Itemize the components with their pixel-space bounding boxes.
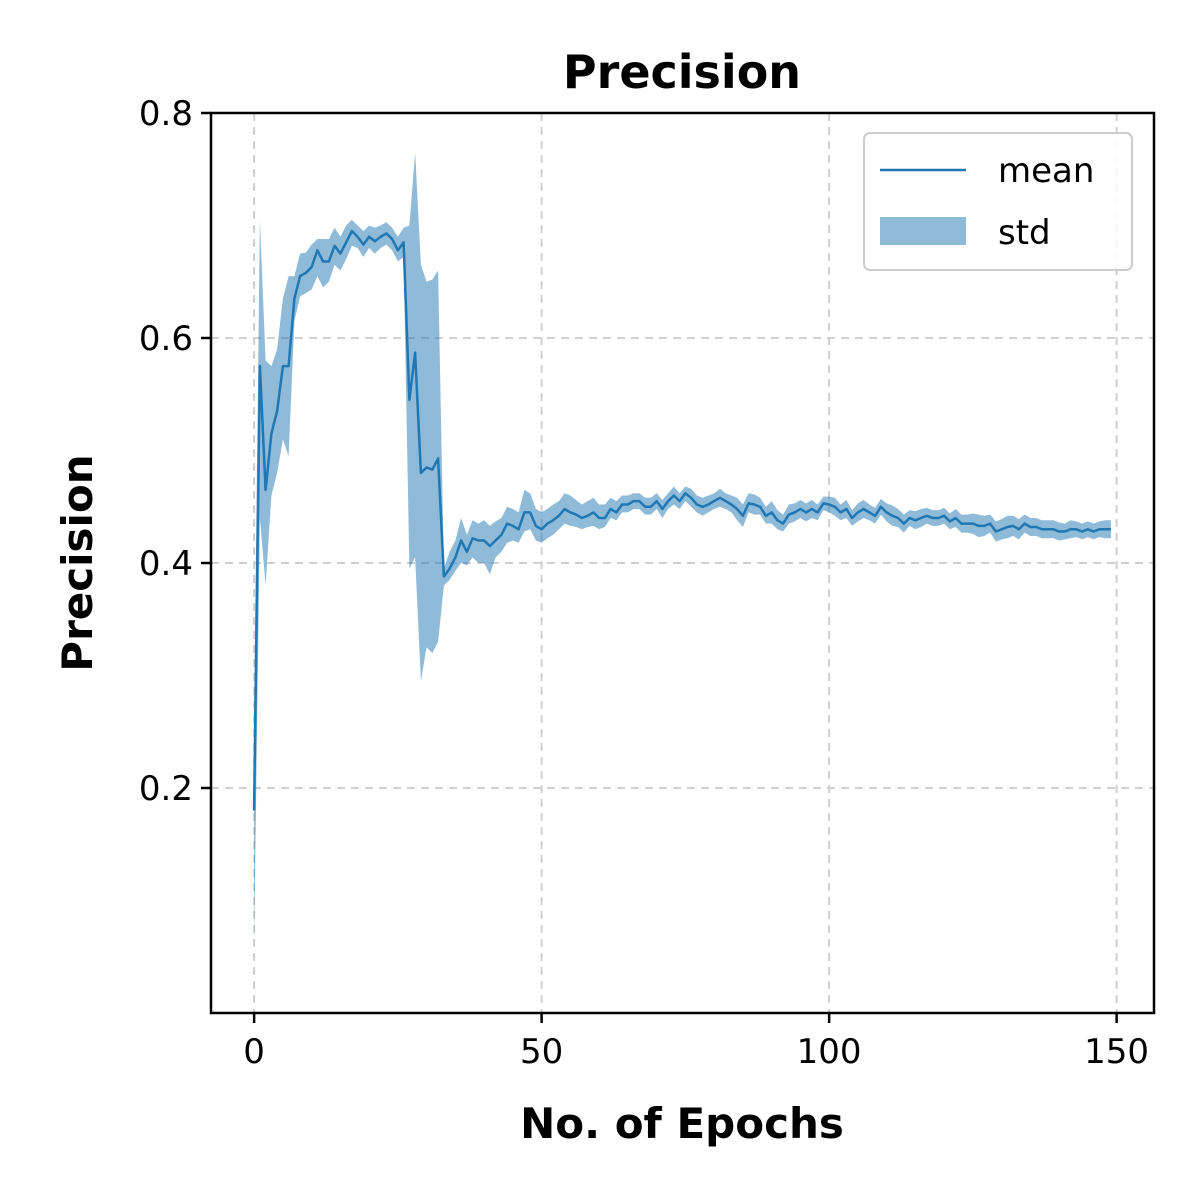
axis-ticks: 0 50 100 150 0.2 0.4 0.6 0.8 [139, 94, 1149, 1072]
chart-title: Precision [563, 45, 801, 99]
legend-std-swatch [880, 217, 966, 245]
x-tick-label: 150 [1084, 1032, 1149, 1072]
x-tick-label: 100 [797, 1032, 862, 1072]
legend-mean-label: mean [998, 151, 1094, 191]
x-tick-label: 0 [243, 1032, 265, 1072]
y-tick-label: 0.2 [139, 769, 193, 809]
y-tick-label: 0.8 [139, 94, 193, 134]
legend: mean std [863, 132, 1133, 271]
x-tick-label: 50 [520, 1032, 563, 1072]
legend-std-label: std [998, 213, 1051, 253]
std-band [254, 152, 1111, 946]
mean-line [252, 229, 1111, 811]
y-tick-label: 0.6 [139, 319, 193, 359]
x-axis-label: No. of Epochs [520, 1099, 844, 1148]
y-tick-label: 0.4 [139, 544, 193, 584]
y-axis-label: Precision [53, 454, 102, 671]
